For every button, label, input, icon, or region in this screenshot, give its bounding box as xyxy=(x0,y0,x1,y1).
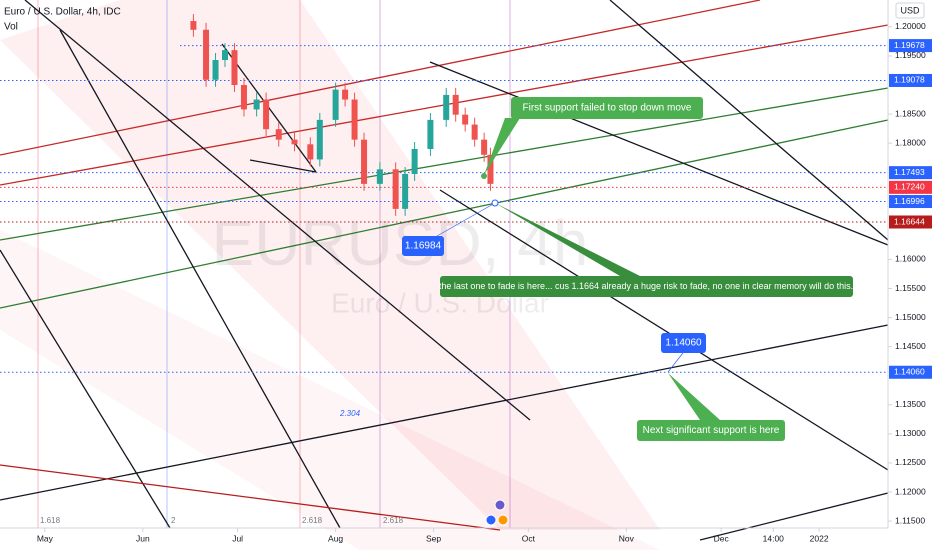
annotation-text: Next significant support is here xyxy=(643,425,780,436)
annotation: the last one to fade is here... cus 1.16… xyxy=(439,203,853,297)
x-tick-label: Jul xyxy=(232,533,243,543)
candle-body xyxy=(212,60,219,80)
y-tick-label: 1.15500 xyxy=(895,283,926,293)
y-tick-label: 1.12500 xyxy=(895,457,926,467)
candle-body xyxy=(351,99,358,140)
x-tick-label: May xyxy=(37,533,54,543)
x-tick-label: Sep xyxy=(426,533,441,543)
x-tick-label: Dec xyxy=(714,533,730,543)
annotation-text: 1.16984 xyxy=(405,241,442,252)
fib-label: 1.618 xyxy=(40,516,61,525)
y-tick-label: 1.12000 xyxy=(895,486,926,496)
candle-body xyxy=(443,94,450,120)
fib-label: 2 xyxy=(171,516,176,525)
annotation: First support failed to stop down move xyxy=(481,97,703,179)
y-tick-label: 1.11500 xyxy=(895,515,925,525)
candle-body xyxy=(203,29,210,80)
volume-label: Vol xyxy=(4,22,18,33)
fib-label: 2.304 xyxy=(339,409,361,418)
x-tick-label: 2022 xyxy=(810,533,829,543)
annotation-text: 1.14060 xyxy=(665,338,702,349)
annotation: 1.16984 xyxy=(402,199,499,256)
candle-body xyxy=(253,99,260,110)
watermark: EURUSD, 4h xyxy=(212,207,589,279)
y-tick-label: 1.18000 xyxy=(895,137,926,147)
level-tag xyxy=(889,166,932,180)
y-tick-label: 1.18500 xyxy=(895,108,926,118)
chart-title: Euro / U.S. Dollar, 4h, IDC xyxy=(4,7,121,18)
candle-body xyxy=(452,94,459,115)
candle-body xyxy=(316,119,323,160)
candles xyxy=(190,14,494,216)
candle-body xyxy=(487,154,494,184)
candle-body xyxy=(190,21,197,30)
candle-body xyxy=(462,114,469,125)
y-tick-label: 1.19500 xyxy=(895,50,926,60)
level-label: 1.14060 xyxy=(894,366,925,376)
level-label: 1.17493 xyxy=(894,167,925,177)
candle-body xyxy=(481,139,488,155)
level-label: 1.17240 xyxy=(894,182,925,192)
fib-label: 2.618 xyxy=(383,516,404,525)
level-label: 1.19678 xyxy=(894,40,925,50)
level-tag xyxy=(889,39,932,53)
level-tag xyxy=(889,73,932,87)
candle-body xyxy=(222,50,229,61)
annotation-text: the last one to fade is here... cus 1.16… xyxy=(439,281,853,291)
x-tick-label: Aug xyxy=(328,533,343,543)
annotation: 1.14060 xyxy=(661,333,706,373)
candle-body xyxy=(361,139,368,184)
level-tag xyxy=(889,195,932,209)
candle-body xyxy=(411,148,418,174)
candle-body xyxy=(376,169,383,184)
y-tick-label: 1.16000 xyxy=(895,254,926,264)
candle-body xyxy=(392,169,399,209)
y-tick-label: 1.13500 xyxy=(895,399,926,409)
candle-body xyxy=(332,89,339,120)
candle-body xyxy=(275,129,282,140)
y-tick-label: 1.20000 xyxy=(895,21,926,31)
x-tick-label: 14:00 xyxy=(763,533,785,543)
trend-lines xyxy=(0,0,889,541)
level-tag xyxy=(889,215,932,229)
y-tick-label: 1.14500 xyxy=(895,341,926,351)
background-shapes xyxy=(0,0,660,550)
level-label: 1.19078 xyxy=(894,75,925,85)
candle-body xyxy=(427,119,434,149)
event-icons[interactable] xyxy=(485,499,509,526)
candle-body xyxy=(471,124,478,140)
x-tick-label: Nov xyxy=(619,533,635,543)
y-tick-label: 1.13000 xyxy=(895,428,926,438)
candle-body xyxy=(263,99,270,130)
candle-body xyxy=(291,139,298,145)
annotation: Next significant support is here xyxy=(637,373,785,441)
fib-label: 2.618 xyxy=(302,516,323,525)
level-label: 1.16996 xyxy=(894,196,925,206)
candle-body xyxy=(307,144,314,160)
level-tag xyxy=(889,365,932,379)
y-tick-label: 1.15000 xyxy=(895,312,926,322)
candle-body xyxy=(402,173,409,209)
candle-body xyxy=(231,50,238,86)
annotation-text: First support failed to stop down move xyxy=(523,103,692,114)
level-tag xyxy=(889,180,932,194)
level-label: 1.16644 xyxy=(894,216,925,226)
candle-body xyxy=(240,85,247,110)
currency-box[interactable] xyxy=(895,2,925,19)
x-tick-label: Jun xyxy=(136,533,150,543)
levels: 1.19678 1.19078 1.17493 1.17240 1.16996 1.166… xyxy=(0,39,932,379)
x-tick-label: Oct xyxy=(522,533,536,543)
candle-body xyxy=(342,89,349,100)
currency: USD xyxy=(900,5,920,15)
